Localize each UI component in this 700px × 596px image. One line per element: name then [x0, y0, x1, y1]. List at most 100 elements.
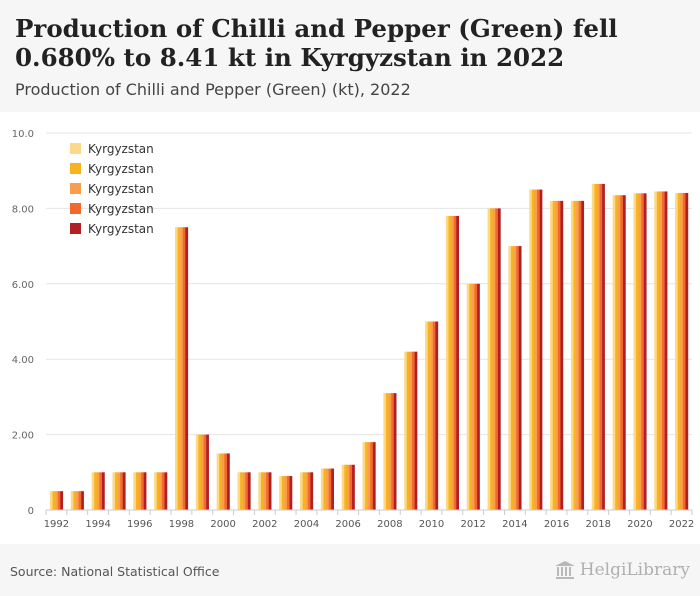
bar — [656, 191, 660, 510]
x-tick-label: 2016 — [544, 519, 569, 530]
bar — [456, 215, 460, 510]
legend-label: Kyrgyzstan — [88, 142, 154, 156]
bar — [326, 468, 329, 510]
bar — [349, 464, 353, 510]
bar — [117, 472, 121, 510]
bar — [466, 283, 470, 510]
bar — [537, 189, 540, 511]
bar — [641, 193, 644, 510]
bar — [596, 183, 600, 510]
bar — [430, 321, 434, 510]
bar — [510, 246, 514, 510]
bar — [320, 468, 324, 510]
legend-item[interactable]: Kyrgyzstan — [70, 202, 154, 216]
bar — [260, 472, 264, 510]
bar — [497, 208, 501, 510]
x-tick-label: 2002 — [252, 519, 277, 530]
x-tick-label: 2010 — [419, 519, 444, 530]
bar — [560, 200, 564, 511]
bar — [594, 183, 598, 510]
bar — [495, 208, 499, 510]
bar — [570, 200, 574, 511]
x-tick-label: 1998 — [169, 519, 194, 530]
bar — [477, 283, 480, 510]
bar — [448, 215, 452, 510]
x-tick-label: 2000 — [210, 519, 235, 530]
bar — [180, 227, 183, 510]
bar — [164, 472, 168, 510]
bar — [245, 472, 249, 510]
bar — [682, 192, 686, 510]
bar — [120, 472, 124, 510]
legend-label: Kyrgyzstan — [88, 222, 154, 236]
bar — [341, 464, 345, 510]
legend-item[interactable]: Kyrgyzstan — [70, 142, 154, 156]
footer: Source: National Statistical Office Helg… — [0, 544, 700, 596]
bar — [237, 472, 241, 510]
bar — [141, 472, 144, 510]
bar — [599, 183, 603, 510]
bar — [247, 472, 251, 510]
legend-swatch — [70, 203, 81, 214]
logo-text: HelgiLibrary — [579, 560, 690, 580]
bar — [195, 434, 199, 510]
bar — [591, 183, 595, 510]
bar — [365, 442, 368, 510]
bar — [622, 195, 626, 510]
legend-label: Kyrgyzstan — [88, 162, 154, 176]
bar — [135, 472, 139, 510]
bar — [529, 189, 533, 511]
bar — [383, 393, 387, 510]
legend-item[interactable]: Kyrgyzstan — [70, 182, 154, 196]
bar — [414, 351, 418, 510]
legend-swatch — [70, 223, 81, 234]
bar — [307, 472, 311, 510]
legend-item[interactable]: Kyrgyzstan — [70, 162, 154, 176]
bar — [555, 200, 559, 511]
y-tick-label: 10.0 — [12, 129, 34, 140]
bar — [534, 189, 538, 511]
bar — [300, 472, 303, 510]
bar — [122, 472, 126, 510]
bar — [531, 189, 535, 511]
bars — [49, 183, 689, 511]
legend-swatch — [70, 143, 81, 154]
bar — [346, 464, 350, 510]
bar — [471, 283, 475, 510]
legend-item[interactable]: Kyrgyzstan — [70, 222, 154, 236]
bar — [75, 491, 79, 510]
bar — [258, 472, 262, 510]
bar — [286, 476, 290, 510]
bar — [49, 491, 53, 510]
bar — [60, 491, 64, 510]
x-tick-label: 2014 — [502, 519, 527, 530]
bar — [305, 472, 308, 510]
bar — [302, 472, 306, 510]
bar — [81, 491, 84, 510]
helgi-library-logo[interactable]: HelgiLibrary — [554, 558, 690, 582]
bar — [633, 193, 637, 510]
bar — [96, 472, 100, 510]
bar — [602, 183, 605, 510]
bar — [513, 246, 517, 510]
bar — [284, 476, 288, 510]
bar — [224, 453, 228, 510]
bar — [328, 468, 332, 510]
bar — [453, 215, 457, 510]
bar — [409, 351, 413, 510]
bar — [73, 491, 77, 510]
bar — [516, 246, 519, 510]
bar — [221, 453, 225, 510]
bar — [474, 283, 478, 510]
bar — [675, 192, 678, 510]
x-tick-label: 2008 — [377, 519, 402, 530]
bar — [643, 193, 647, 510]
bar — [370, 442, 374, 510]
bar — [344, 464, 348, 510]
bar — [617, 195, 621, 510]
bar — [662, 191, 665, 510]
y-tick-label: 2.00 — [12, 431, 34, 442]
bar — [279, 476, 282, 510]
bar — [469, 283, 473, 510]
x-tick-label: 2012 — [460, 519, 485, 530]
